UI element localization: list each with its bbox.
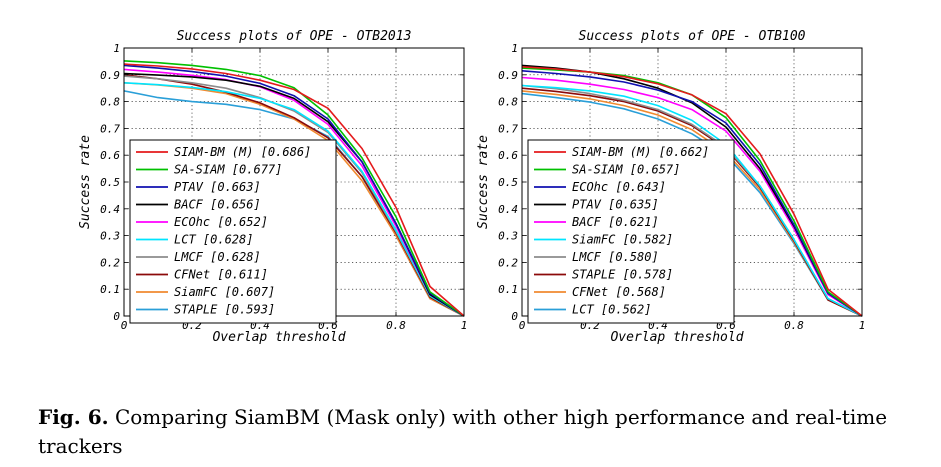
y-tick-label: 0.9 bbox=[100, 69, 120, 82]
series-line-5 bbox=[521, 76, 863, 317]
y-tick-label: 0.8 bbox=[498, 96, 518, 109]
y-tick-label: 0.8 bbox=[100, 96, 120, 109]
y-tick-label: 0.9 bbox=[498, 69, 518, 82]
series-line-6 bbox=[123, 82, 465, 317]
legend-label: SA-SIAM [0.677] bbox=[174, 163, 282, 177]
legend-label: STAPLE [0.578] bbox=[572, 268, 673, 282]
legend-label: STAPLE [0.593] bbox=[174, 303, 275, 317]
y-axis-label: Success rate bbox=[476, 135, 491, 229]
series-line-3 bbox=[123, 64, 465, 317]
legend: SIAM-BM (M) [0.686] SA-SIAM [0.677] PTAV [… bbox=[129, 139, 337, 324]
y-tick-label: 0.3 bbox=[100, 230, 120, 243]
y-tick-label: 0 bbox=[511, 310, 518, 323]
x-tick-label: 0.8 bbox=[386, 319, 406, 332]
y-tick-label: 0.7 bbox=[100, 122, 120, 135]
series-group bbox=[123, 60, 465, 317]
y-tick-label: 0.2 bbox=[498, 256, 518, 269]
y-tick-label: 0.7 bbox=[498, 122, 518, 135]
series-line-2 bbox=[123, 60, 465, 317]
legend-label: LMCF [0.580] bbox=[572, 250, 659, 264]
y-axis-label: Success rate bbox=[78, 135, 93, 229]
y-tick-label: 0.4 bbox=[498, 203, 518, 216]
y-tick-label: 0.1 bbox=[100, 283, 120, 296]
series-line-6 bbox=[521, 84, 863, 317]
legend-label: SiamFC [0.582] bbox=[572, 233, 673, 247]
legend-label: LMCF [0.628] bbox=[174, 250, 261, 264]
x-tick-label: 1 bbox=[461, 319, 468, 332]
series-line-3 bbox=[521, 70, 863, 317]
y-tick-label: 0 bbox=[113, 310, 120, 323]
x-tick-label: 0 bbox=[121, 319, 128, 332]
legend: SIAM-BM (M) [0.662] SA-SIAM [0.657] ECOhc … bbox=[527, 139, 735, 324]
series-group bbox=[521, 64, 863, 317]
figure-panels: 0 0.1 0.2 0.3 0.4 0.5 0.6 0.7 0.8 0.9 1 0 0.2 0.4 0.6 0… bbox=[78, 29, 865, 345]
legend-label: LCT [0.628] bbox=[174, 233, 253, 247]
caption-label: Fig. 6. bbox=[38, 405, 109, 429]
y-tick-label: 0.5 bbox=[498, 176, 518, 189]
y-tick-label: 0.4 bbox=[100, 203, 120, 216]
legend-label: PTAV [0.663] bbox=[174, 180, 261, 194]
x-axis-label: Overlap threshold bbox=[212, 330, 345, 345]
legend-label: CFNet [0.611] bbox=[174, 268, 268, 282]
chart-panel-2: 00.10.20.30.40.50.60.70.80.910 0.2 0.4 0.6 0… bbox=[476, 29, 865, 345]
x-tick-label: 0 bbox=[519, 319, 526, 332]
y-tick-label: 0.1 bbox=[498, 283, 518, 296]
caption-text: Comparing SiamBM (Mask only) with other … bbox=[38, 405, 888, 458]
y-tick-label: 0.6 bbox=[100, 149, 120, 162]
figure-caption: Fig. 6. Comparing SiamBM (Mask only) wit… bbox=[38, 403, 904, 461]
series-line-1 bbox=[521, 66, 863, 317]
y-tick-label: 0.5 bbox=[100, 176, 120, 189]
x-axis-label: Overlap threshold bbox=[610, 330, 743, 345]
legend-label: BACF [0.656] bbox=[174, 198, 261, 212]
legend-label: SIAM-BM (M) [0.662] bbox=[572, 145, 709, 159]
x-tick-label: 1 bbox=[859, 319, 866, 332]
legend-label: PTAV [0.635] bbox=[572, 198, 659, 212]
legend-label: LCT [0.562] bbox=[572, 303, 651, 317]
series-line-1 bbox=[123, 63, 465, 317]
y-tick-label: 0.2 bbox=[100, 256, 120, 269]
y-tick-label: 1 bbox=[113, 42, 120, 55]
legend-label: ECOhc [0.643] bbox=[572, 180, 666, 194]
chart-title: Success plots of OPE - OTB100 bbox=[579, 29, 806, 44]
legend-label: SIAM-BM (M) [0.686] bbox=[174, 145, 311, 159]
legend-label: ECOhc [0.652] bbox=[174, 215, 268, 229]
legend-label: CFNet [0.568] bbox=[572, 285, 666, 299]
legend-label: SA-SIAM [0.657] bbox=[572, 163, 680, 177]
chart-panel-1: 00.10.20.30.40.50.60.70.80.910 0.2 0.4 0.6 0… bbox=[78, 29, 467, 345]
x-tick-label: 0.8 bbox=[784, 319, 804, 332]
y-tick-label: 0.6 bbox=[498, 149, 518, 162]
y-tick-label: 1 bbox=[511, 42, 518, 55]
legend-label: SiamFC [0.607] bbox=[174, 285, 275, 299]
chart-title: Success plots of OPE - OTB2013 bbox=[177, 29, 412, 44]
y-tick-label: 0.3 bbox=[498, 230, 518, 243]
legend-label: BACF [0.621] bbox=[572, 215, 659, 229]
